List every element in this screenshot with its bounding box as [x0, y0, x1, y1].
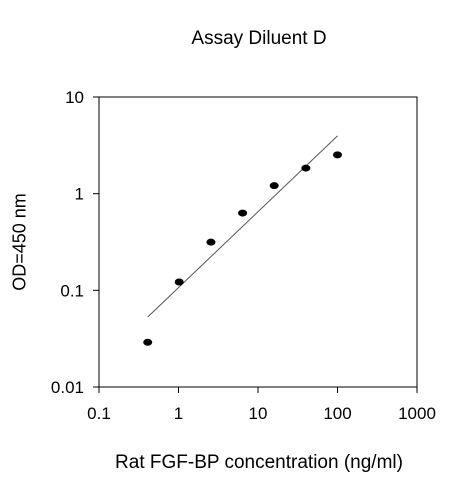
- x-tick-label: 10: [249, 404, 268, 423]
- x-axis-label: Rat FGF-BP concentration (ng/ml): [115, 452, 403, 473]
- data-point: [301, 164, 311, 172]
- y-tick-label: 0.1: [60, 281, 84, 300]
- y-tick-label: 1: [75, 185, 84, 204]
- data-point: [143, 338, 153, 346]
- x-tick-label: 0.1: [87, 404, 111, 423]
- x-tick-label: 1000: [398, 404, 436, 423]
- data-point: [333, 151, 342, 159]
- data-point: [269, 182, 279, 190]
- trendline: [147, 135, 338, 318]
- y-tick-label: 10: [65, 88, 84, 107]
- data-point: [174, 278, 184, 286]
- data-point: [238, 209, 248, 217]
- y-tick-label: 0.01: [51, 378, 84, 397]
- x-tick-label: 1: [174, 404, 183, 423]
- x-tick-label: 100: [323, 404, 351, 423]
- chart-title: Assay Diluent D: [191, 28, 327, 49]
- data-point: [206, 238, 216, 246]
